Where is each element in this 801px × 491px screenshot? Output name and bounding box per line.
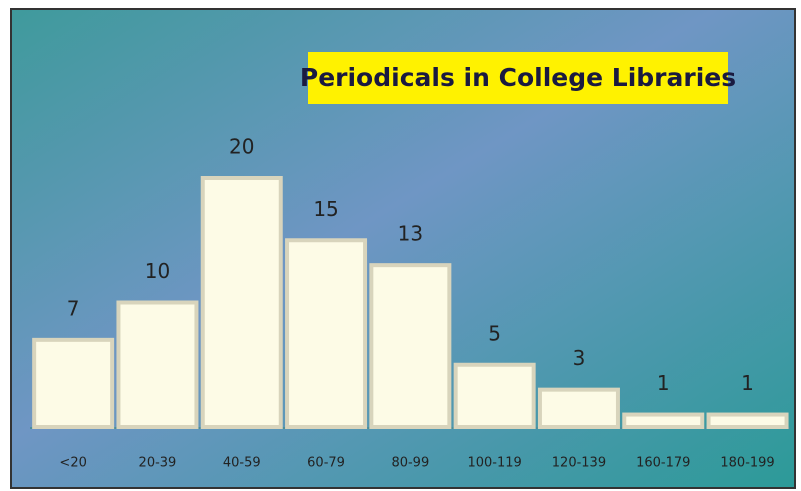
bar (116, 300, 199, 429)
bar (285, 238, 368, 429)
x-tick-label: 40-59 (223, 456, 261, 471)
chart-title: Periodicals in College Libraries (300, 63, 736, 92)
x-tick-label: 20-39 (139, 456, 177, 471)
x-tick-label: <20 (59, 456, 86, 471)
bar (369, 263, 452, 429)
value-label: 15 (313, 197, 338, 221)
x-tick-label: 60-79 (307, 456, 345, 471)
x-tick-label: 100-119 (467, 456, 521, 471)
title-box (308, 52, 728, 104)
value-label: 7 (67, 296, 80, 320)
x-tick-label: 180-199 (720, 456, 774, 471)
value-label: 1 (657, 371, 670, 395)
bar (706, 412, 789, 429)
bar (32, 337, 115, 430)
bar (453, 362, 536, 429)
value-label: 3 (573, 346, 586, 370)
bar (200, 176, 283, 429)
bar (622, 412, 705, 429)
bar (537, 387, 620, 429)
value-label: 5 (488, 321, 501, 345)
value-label: 20 (229, 135, 254, 159)
value-label: 1 (741, 371, 754, 395)
x-tick-label: 120-139 (552, 456, 606, 471)
x-tick-label: 80-99 (391, 456, 429, 471)
value-label: 13 (398, 222, 423, 246)
x-tick-label: 160-179 (636, 456, 690, 471)
value-label: 10 (145, 259, 170, 283)
